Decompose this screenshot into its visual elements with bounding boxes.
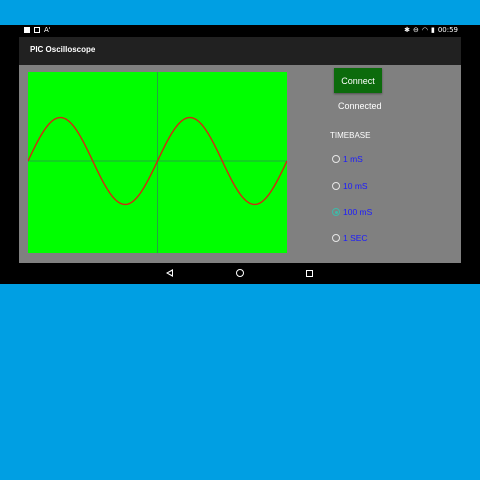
timebase-option-100ms[interactable]: 100 mS	[332, 207, 372, 217]
app-bar: PIC Oscilloscope	[19, 37, 461, 65]
signal-icon: ✱	[404, 26, 410, 34]
timebase-option-10ms[interactable]: 10 mS	[332, 181, 368, 191]
oscilloscope-display	[28, 72, 287, 253]
wifi-icon: ◠	[421, 26, 428, 34]
connection-status: Connected	[338, 101, 382, 111]
radio-button[interactable]	[332, 234, 340, 242]
recents-icon[interactable]	[306, 270, 313, 277]
radio-button[interactable]	[332, 208, 340, 216]
battery-icon: ▮	[430, 26, 435, 34]
timebase-option-1ms[interactable]: 1 mS	[332, 154, 363, 164]
data-saver-icon: ⊖	[412, 26, 419, 34]
radio-label[interactable]: 100 mS	[343, 207, 373, 217]
radio-label[interactable]: 1 SEC	[343, 233, 368, 243]
clock-time: 00:59	[437, 26, 458, 34]
app-title: PIC Oscilloscope	[30, 45, 96, 54]
navigation-bar	[0, 263, 480, 284]
notification-square-icon	[24, 27, 30, 33]
radio-label[interactable]: 1 mS	[343, 154, 363, 164]
timebase-label: TIMEBASE	[330, 131, 371, 140]
timebase-option-1sec[interactable]: 1 SEC	[332, 233, 368, 243]
waveform-trace	[28, 116, 287, 206]
gallery-icon	[34, 27, 40, 33]
connect-button[interactable]: Connect	[334, 68, 382, 93]
status-bar: A' ✱ ⊖ ◠ ▮ 00:59	[0, 25, 480, 36]
radio-label[interactable]: 10 mS	[343, 181, 368, 191]
back-icon[interactable]	[166, 269, 173, 277]
radio-button[interactable]	[332, 182, 340, 190]
font-icon: A'	[44, 26, 51, 34]
home-icon[interactable]	[236, 269, 244, 277]
radio-button[interactable]	[332, 155, 340, 163]
